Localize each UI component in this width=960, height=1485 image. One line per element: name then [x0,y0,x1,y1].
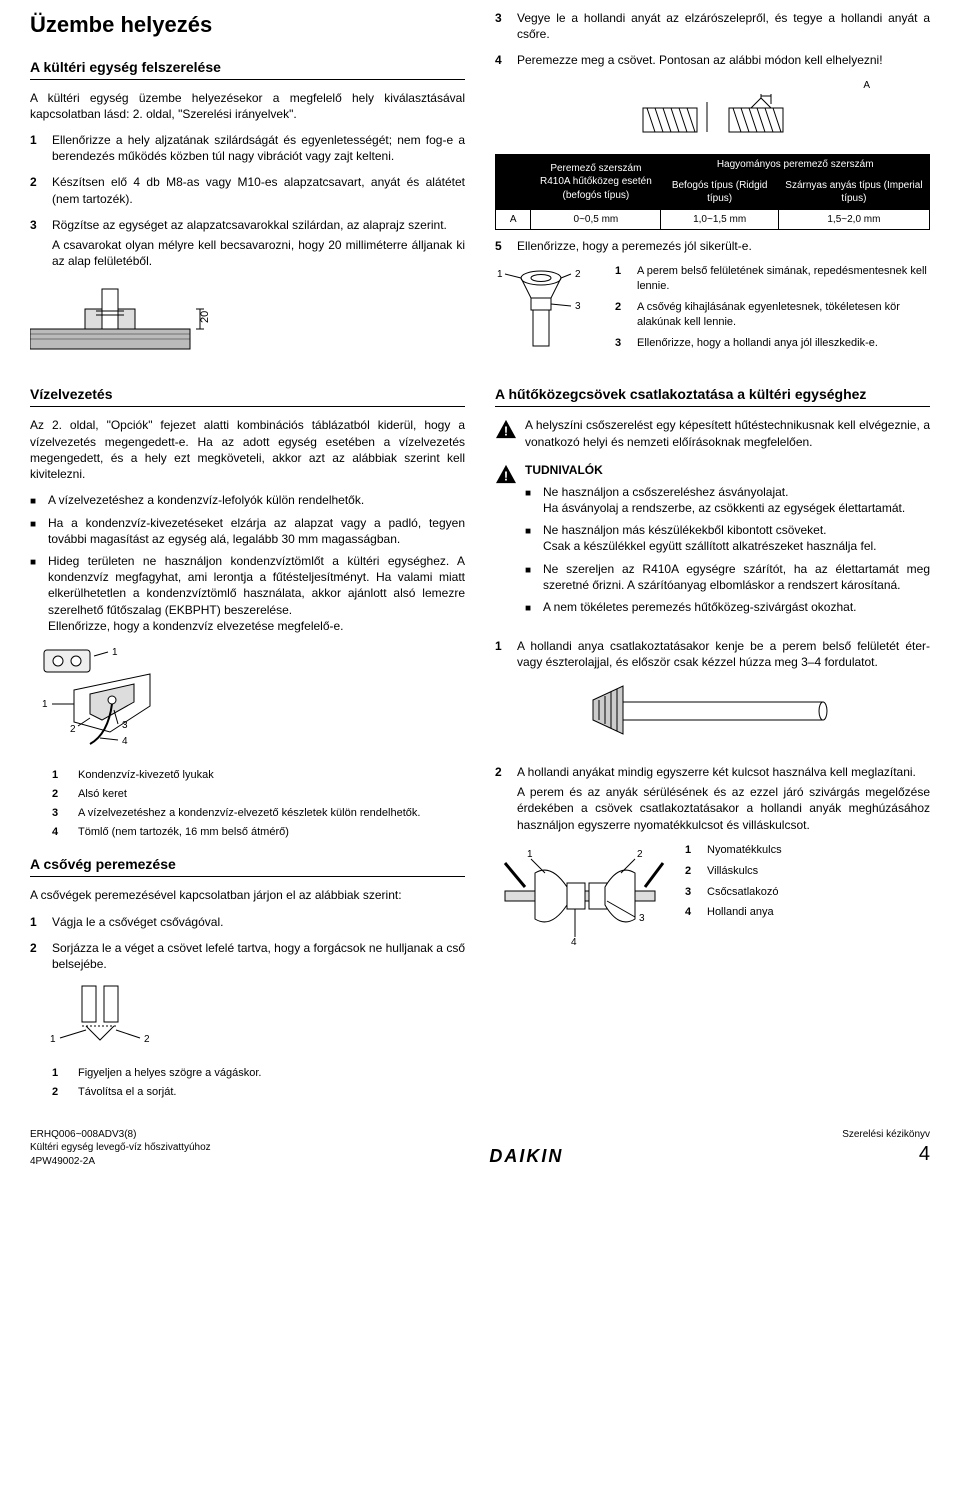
flare-check-figure: 1 2 3 [495,264,595,358]
tudni-3: Ne szereljen az R410A egységre szárítót,… [525,561,930,593]
mount-intro: A kültéri egység üzembe helyezésekor a m… [30,90,465,122]
svg-text:3: 3 [575,301,581,312]
flare-dim-figure: A [495,79,930,145]
svg-text:1: 1 [50,1034,56,1045]
check-2: 2A csővég kihajlásának egyenletesnek, tö… [615,300,930,330]
svg-text:!: ! [504,468,508,483]
svg-text:1: 1 [527,849,533,860]
drain-leg-3: 3A vízelvezetéshez a kondenzvíz-elvezető… [48,806,465,821]
ptable-h-right: Hagyományos peremező szerszám [661,155,929,175]
footer-manual: Szerelési kézikönyv [842,1128,930,1142]
tudni-4: A nem tökéletes peremezés hűtőközeg-sziv… [525,599,930,616]
wrench-figure: 1 2 3 4 [495,843,665,957]
tudni-1: Ne használjon a csőszereléshez ásványola… [525,484,930,516]
svg-text:2: 2 [575,269,581,280]
mount-step-2: 2 Készítsen elő 4 db M8-as vagy M10-es a… [30,174,465,206]
ptable-h-left: Peremező szerszám R410A hűtőközeg esetén… [531,155,660,209]
drain-leg-2: 2Alsó keret [48,787,465,802]
drain-intro: Az 2. oldal, "Opciók" fejezet alatti kom… [30,417,465,482]
check-3: 3Ellenőrizze, hogy a hollandi anya jól i… [615,336,930,351]
tool-3: 3Csőcsatlakozó [685,885,930,900]
cut-leg-2: 2Távolítsa el a sorját. [48,1085,465,1100]
ptable-c1: 0~0,5 mm [531,210,660,230]
ptable-c2: 1,0~1,5 mm [661,210,777,230]
flare-step-5: 5 Ellenőrizze, hogy a peremezés jól sike… [495,238,930,254]
mount-step-3: 3 Rögzítse az egységet az alapzatcsavaro… [30,217,465,270]
right-lower: A hűtőközegcsövek csatlakoztatása a kült… [495,381,930,1104]
drain-heading: Vízelvezetés [30,385,465,407]
cut-leg-1: 1Figyeljen a helyes szögre a vágáskor. [48,1066,465,1081]
svg-text:2: 2 [144,1034,150,1045]
bolt-dim-label: 20 [199,311,211,323]
ptable-h-r1: Befogós típus (Ridgid típus) [661,176,777,209]
tudni-2: Ne használjon más készülékekből kibontot… [525,522,930,554]
tool-4: 4Hollandi anya [685,905,930,920]
left-lower: Vízelvezetés Az 2. oldal, "Opciók" fejez… [30,381,465,1104]
oil-figure [495,680,930,754]
drain-bullet-3: Hideg területen ne használjon kondenzvíz… [30,553,465,634]
a-label: A [495,79,930,93]
bolt-figure: 20 [30,279,465,363]
svg-text:4: 4 [571,937,577,948]
drain-leg-4: 4Tömlő (nem tartozék, 16 mm belső átmérő… [48,825,465,840]
drain-leg-1: 1Kondenzvíz-kivezető lyukak [48,768,465,783]
footer-desc: Kültéri egység levegő-víz hőszivattyúhoz [30,1141,211,1155]
main-heading: Üzembe helyezés [30,10,465,40]
footer-page: 4 [842,1141,930,1168]
svg-text:3: 3 [122,720,128,731]
svg-text:4: 4 [122,736,128,747]
svg-text:1: 1 [497,269,503,280]
flare-proc-1: 1Vágja le a csővéget csővágóval. [30,914,465,930]
flare-step-3: 3 Vegye le a hollandi anyát az elzárósze… [495,10,930,42]
footer-model: ERHQ006~008ADV3(8) [30,1128,211,1142]
mount-heading: A kültéri egység felszerelése [30,58,465,80]
tool-2: 2Villáskulcs [685,864,930,879]
svg-text:1: 1 [42,699,48,710]
tudni-heading: TUDNIVALÓK [525,462,930,478]
drain-bullet-2: Ha a kondenzvíz-kivezetéseket elzárja az… [30,515,465,547]
mount-step-1: 1 Ellenőrizze a hely aljzatának szilárds… [30,132,465,164]
conn-step-1: 1A hollandi anya csatlakoztatásakor kenj… [495,638,930,670]
footer-brand: DAIKIN [489,1144,563,1168]
svg-text:2: 2 [70,724,76,735]
drain-bullet-1: A vízelvezetéshez a kondenzvíz-lefolyók … [30,492,465,509]
cut-figure: 1 2 [30,982,465,1056]
page-footer: ERHQ006~008ADV3(8) Kültéri egység levegő… [30,1128,930,1169]
ptable-h-r2: Szárnyas anyás típus (Imperial típus) [779,176,929,209]
ptable-row-label: A [496,210,530,230]
page: Üzembe helyezés A kültéri egység felszer… [30,10,930,1168]
svg-text:3: 3 [639,913,645,924]
warning-1: ! A helyszíni csőszerelést egy képesítet… [495,417,930,449]
flare-heading: A csővég peremezése [30,855,465,877]
flare-table: Peremező szerszám R410A hűtőközeg esetén… [495,154,930,230]
tool-1: 1Nyomatékkulcs [685,843,930,858]
warning-2: ! TUDNIVALÓK Ne használjon a csőszerelés… [495,462,930,626]
footer-code: 4PW49002-2A [30,1155,211,1169]
drain-figure: 1 1 2 3 4 [30,644,465,758]
flare-step-4: 4 Peremezze meg a csövet. Pontosan az al… [495,52,930,68]
svg-text:1: 1 [112,647,118,658]
check-1: 1A perem belső felületének simának, repe… [615,264,930,294]
flare-proc-2: 2Sorjázza le a véget a csövet lefelé tar… [30,940,465,972]
warning-icon: ! [495,417,525,449]
connect-heading: A hűtőközegcsövek csatlakoztatása a kült… [495,385,930,407]
flare-intro: A csővégek peremezésével kapcsolatban já… [30,887,465,903]
right-column-top: 3 Vegye le a hollandi anyát az elzárósze… [495,10,930,373]
left-column: Üzembe helyezés A kültéri egység felszer… [30,10,465,373]
ptable-c3: 1,5~2,0 mm [779,210,929,230]
warning-icon: ! [495,462,525,626]
svg-text:!: ! [504,424,508,439]
wrench-block: 1 2 3 4 1Nyomatékkulcs 2Villáskulcs 3Cső… [495,843,930,957]
flare-check-block: 1 2 3 1A perem belső felületének simának… [495,264,930,358]
conn-step-2: 2A hollandi anyákat mindig egyszerre két… [495,764,930,833]
svg-text:2: 2 [637,849,643,860]
